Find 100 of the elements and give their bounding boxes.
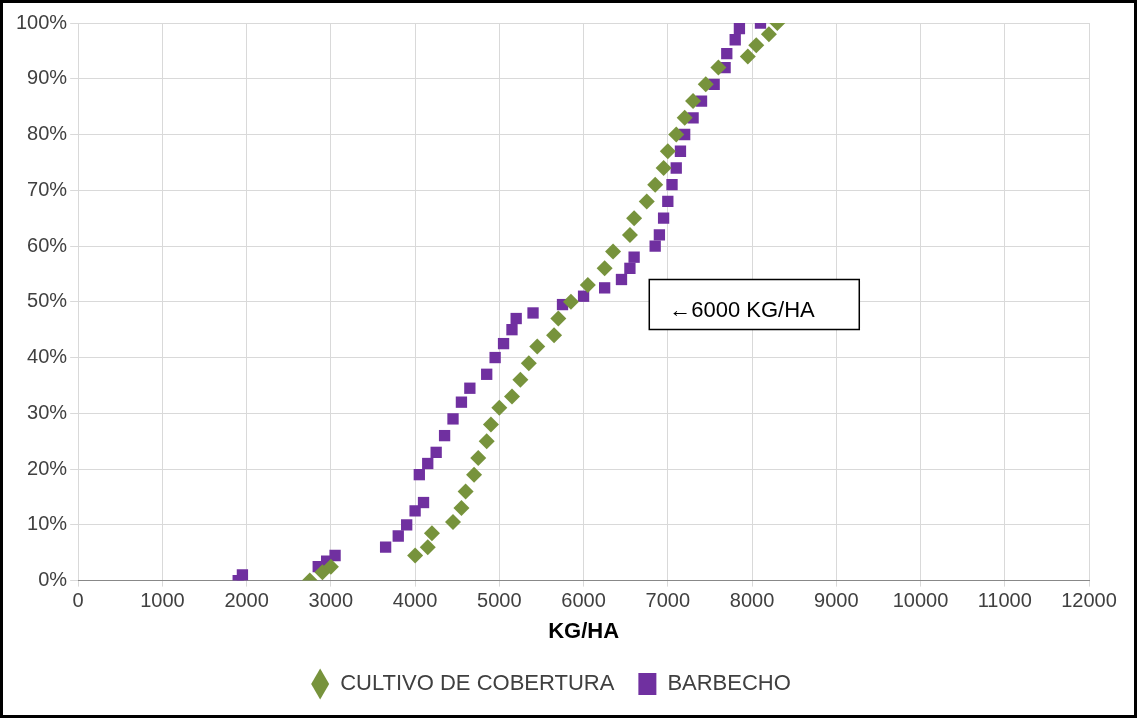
x-tick-label: 11000 xyxy=(977,589,1032,612)
point xyxy=(529,338,546,355)
point xyxy=(423,525,440,542)
point xyxy=(685,93,702,110)
point xyxy=(670,162,682,174)
point xyxy=(497,337,510,350)
y-tick-label: 0% xyxy=(38,568,68,591)
point xyxy=(392,530,404,542)
point xyxy=(379,541,392,553)
point xyxy=(748,37,765,54)
point xyxy=(401,519,413,531)
point xyxy=(430,446,442,459)
x-tick-label: 9000 xyxy=(814,589,859,612)
x-tick-label: 1000 xyxy=(140,589,185,612)
x-axis-title: KG/HA xyxy=(548,617,620,643)
point xyxy=(721,48,733,60)
point xyxy=(647,176,664,193)
point xyxy=(322,558,339,575)
point xyxy=(615,273,628,286)
point xyxy=(628,251,640,263)
point xyxy=(453,500,470,517)
point xyxy=(739,48,756,65)
point xyxy=(466,466,483,483)
x-tick-label: 12000 xyxy=(1061,589,1117,612)
point xyxy=(503,388,520,405)
y-tick-label: 60% xyxy=(27,233,68,256)
y-tick-label: 80% xyxy=(27,122,68,145)
point xyxy=(510,312,522,325)
point xyxy=(546,327,563,344)
x-tick-label: 5000 xyxy=(477,589,522,612)
point xyxy=(655,159,672,176)
point xyxy=(596,260,613,277)
y-tick-label: 100% xyxy=(16,10,68,33)
point xyxy=(729,34,741,46)
point xyxy=(470,449,487,466)
point xyxy=(697,76,714,93)
point xyxy=(482,416,499,433)
point xyxy=(674,145,687,157)
point xyxy=(455,396,468,408)
x-tick-label: 2000 xyxy=(224,589,269,612)
point xyxy=(605,243,622,260)
point xyxy=(666,179,678,191)
point xyxy=(638,193,655,210)
point xyxy=(329,549,341,562)
point xyxy=(676,109,693,126)
point xyxy=(562,293,579,310)
legend-label: CULTIVO DE COBERTURA xyxy=(340,670,615,696)
point xyxy=(236,569,249,581)
point xyxy=(314,564,331,581)
y-tick-label: 90% xyxy=(27,66,68,89)
point xyxy=(662,195,674,208)
point xyxy=(621,226,638,243)
y-tick-label: 30% xyxy=(27,400,68,423)
point xyxy=(733,23,746,35)
point xyxy=(438,429,451,442)
point xyxy=(653,229,666,241)
y-tick-label: 20% xyxy=(27,456,68,479)
point xyxy=(550,310,567,327)
point xyxy=(464,382,476,394)
point xyxy=(478,433,495,450)
point xyxy=(659,143,676,160)
annotation: ←6000 KG/HA xyxy=(669,296,816,322)
point xyxy=(577,290,590,302)
point xyxy=(624,262,636,274)
point xyxy=(527,307,539,319)
y-tick-label: 40% xyxy=(27,345,68,368)
point xyxy=(491,399,508,416)
x-tick-label: 4000 xyxy=(392,589,438,612)
point xyxy=(649,240,661,252)
point xyxy=(419,539,436,556)
point xyxy=(710,59,727,76)
point xyxy=(407,547,424,564)
point xyxy=(489,351,501,364)
x-tick-label: 10000 xyxy=(892,589,949,612)
point xyxy=(422,457,434,470)
point xyxy=(520,355,537,372)
point xyxy=(598,282,611,294)
point xyxy=(447,413,459,425)
point xyxy=(657,212,670,224)
point xyxy=(445,514,462,531)
point xyxy=(626,210,643,227)
y-tick-label: 10% xyxy=(27,512,68,535)
point xyxy=(579,277,596,294)
legend-label: BARBECHO xyxy=(667,670,791,696)
point xyxy=(668,126,685,143)
point xyxy=(481,368,493,380)
point xyxy=(417,496,430,509)
point xyxy=(512,371,529,388)
x-tick-label: 3000 xyxy=(308,589,354,612)
point xyxy=(506,324,518,336)
x-tick-label: 0 xyxy=(72,589,84,612)
x-tick-label: 8000 xyxy=(729,589,775,612)
point xyxy=(457,483,474,500)
point xyxy=(413,469,425,481)
x-tick-label: 6000 xyxy=(561,589,606,612)
x-tick-label: 7000 xyxy=(645,589,691,612)
y-tick-label: 70% xyxy=(27,177,68,200)
point xyxy=(409,505,421,517)
point xyxy=(760,26,777,43)
y-tick-label: 50% xyxy=(27,289,68,312)
